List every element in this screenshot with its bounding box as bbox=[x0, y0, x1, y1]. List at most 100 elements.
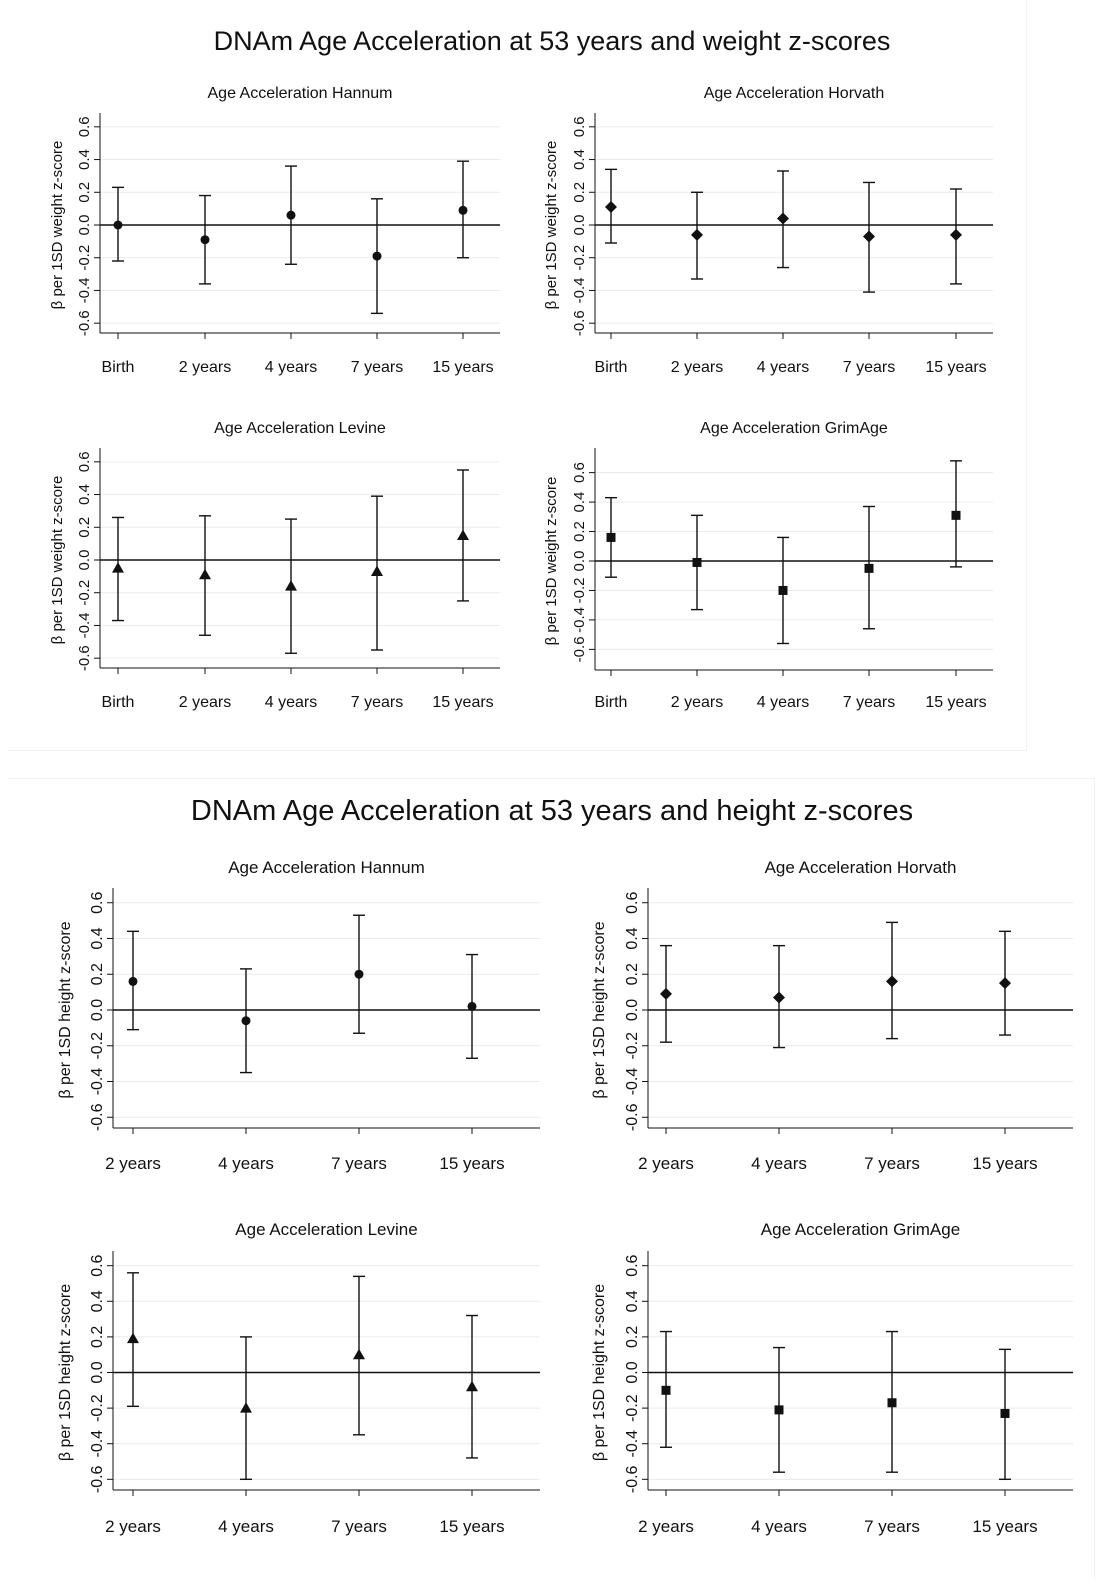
y-tick-label: 0.4 bbox=[76, 149, 93, 170]
x-tick-label: Birth bbox=[595, 694, 628, 711]
point-marker bbox=[863, 230, 875, 243]
chart-7: -0.6 -0.4 -0.2 0.0 0.2 0.4 0.6 2 years 4 years 7 … bbox=[57, 1220, 540, 1536]
point-marker bbox=[773, 991, 785, 1004]
y-tick-label: -0.2 bbox=[76, 580, 93, 606]
y-tick-label: 0.6 bbox=[76, 116, 93, 137]
point-marker bbox=[371, 565, 383, 576]
point-marker bbox=[774, 1405, 784, 1415]
y-tick-label: -0.6 bbox=[89, 1103, 106, 1131]
point-marker bbox=[661, 1385, 671, 1395]
y-tick-label: -0.4 bbox=[624, 1430, 641, 1458]
point-marker bbox=[692, 557, 702, 567]
x-tick-label: 15 years bbox=[432, 359, 493, 376]
x-tick-label: 2 years bbox=[179, 359, 231, 376]
y-tick-label: 0.2 bbox=[89, 963, 106, 985]
point-marker bbox=[199, 568, 211, 580]
point-marker bbox=[286, 210, 296, 220]
y-tick-label: 0.2 bbox=[571, 182, 588, 203]
x-tick-label: 2 years bbox=[105, 1517, 161, 1536]
point-marker bbox=[128, 976, 138, 986]
point-marker bbox=[951, 510, 961, 520]
y-tick-label: -0.4 bbox=[571, 278, 588, 304]
chart-title: Age Acceleration Horvath bbox=[765, 858, 957, 877]
y-axis-label: β per 1SD height z-score bbox=[57, 1284, 74, 1461]
x-tick-label: 7 years bbox=[331, 1517, 387, 1536]
y-tick-label: 0.4 bbox=[76, 484, 93, 505]
point-marker bbox=[285, 580, 297, 591]
x-tick-label: 2 years bbox=[671, 694, 723, 711]
point-marker bbox=[113, 220, 123, 230]
y-tick-label: 0.6 bbox=[571, 116, 588, 137]
y-axis-label: β per 1SD weight z-score bbox=[543, 477, 560, 646]
point-marker bbox=[372, 251, 382, 261]
chart-1: -0.6 -0.4 -0.2 0.0 0.2 0.4 0.6 Birth 2 years 4 ye… bbox=[49, 85, 500, 376]
x-tick-label: 7 years bbox=[864, 1154, 920, 1173]
y-tick-label: 0.6 bbox=[76, 451, 93, 472]
point-marker bbox=[691, 228, 703, 241]
chart-title: Age Acceleration Horvath bbox=[704, 85, 885, 102]
point-marker bbox=[240, 1402, 252, 1413]
y-axis-label: β per 1SD weight z-score bbox=[49, 141, 66, 310]
chart-title: Age Acceleration GrimAge bbox=[700, 420, 888, 437]
y-tick-label: 0.2 bbox=[571, 521, 588, 542]
chart-title: Age Acceleration Levine bbox=[235, 1220, 417, 1239]
point-marker bbox=[200, 235, 210, 245]
point-marker bbox=[127, 1332, 139, 1344]
y-tick-label: -0.2 bbox=[624, 1032, 641, 1060]
y-tick-label: -0.4 bbox=[89, 1430, 106, 1458]
x-tick-label: 7 years bbox=[351, 359, 403, 376]
height-figure-title: DNAm Age Acceleration at 53 years and he… bbox=[190, 795, 914, 827]
y-tick-label: 0.2 bbox=[89, 1326, 106, 1348]
point-marker bbox=[777, 212, 789, 225]
x-tick-label: 4 years bbox=[757, 694, 809, 711]
x-tick-label: 15 years bbox=[432, 694, 493, 711]
x-tick-label: 7 years bbox=[843, 359, 895, 376]
y-tick-label: -0.2 bbox=[571, 245, 588, 271]
y-axis-label: β per 1SD weight z-score bbox=[49, 476, 66, 645]
x-tick-label: Birth bbox=[595, 359, 628, 376]
x-tick-label: 15 years bbox=[972, 1154, 1037, 1173]
y-tick-label: 0.0 bbox=[89, 999, 106, 1021]
x-tick-label: 2 years bbox=[638, 1154, 694, 1173]
y-tick-label: -0.4 bbox=[571, 607, 588, 633]
x-tick-label: Birth bbox=[102, 694, 135, 711]
chart-2: -0.6 -0.4 -0.2 0.0 0.2 0.4 0.6 Birth 2 years 4 ye… bbox=[543, 85, 993, 376]
weight-figure-title: DNAm Age Acceleration at 53 years and we… bbox=[213, 26, 891, 56]
y-tick-label: -0.2 bbox=[624, 1394, 641, 1422]
x-tick-label: 15 years bbox=[439, 1517, 504, 1536]
y-tick-label: 0.4 bbox=[571, 492, 588, 513]
y-tick-label: -0.6 bbox=[571, 636, 588, 662]
x-tick-label: 7 years bbox=[331, 1154, 387, 1173]
y-tick-label: -0.4 bbox=[76, 278, 93, 304]
y-tick-label: 0.0 bbox=[571, 551, 588, 572]
y-tick-label: -0.6 bbox=[76, 310, 93, 336]
chart-title: Age Acceleration Hannum bbox=[228, 858, 425, 877]
y-tick-label: -0.4 bbox=[76, 613, 93, 639]
height-figure-panel bbox=[8, 778, 1095, 1579]
x-tick-label: 7 years bbox=[351, 694, 403, 711]
y-tick-label: 0.2 bbox=[76, 517, 93, 538]
y-tick-label: 0.4 bbox=[624, 1290, 641, 1312]
y-tick-label: 0.2 bbox=[624, 963, 641, 985]
point-marker bbox=[112, 562, 124, 573]
x-tick-label: 2 years bbox=[671, 359, 723, 376]
point-marker bbox=[999, 977, 1011, 990]
y-tick-label: 0.0 bbox=[76, 215, 93, 236]
chart-title: Age Acceleration Levine bbox=[214, 420, 386, 437]
y-tick-label: -0.6 bbox=[89, 1465, 106, 1493]
y-tick-label: -0.2 bbox=[76, 245, 93, 271]
y-axis-label: β per 1SD height z-score bbox=[591, 921, 608, 1098]
x-tick-label: 15 years bbox=[925, 359, 986, 376]
y-tick-label: -0.6 bbox=[624, 1103, 641, 1131]
y-tick-label: 0.0 bbox=[89, 1361, 106, 1383]
y-tick-label: 0.6 bbox=[571, 462, 588, 483]
point-marker bbox=[1000, 1408, 1010, 1418]
y-tick-label: -0.6 bbox=[624, 1465, 641, 1493]
y-tick-label: -0.6 bbox=[571, 310, 588, 336]
y-tick-label: 0.6 bbox=[89, 1254, 106, 1276]
y-axis-label: β per 1SD height z-score bbox=[57, 921, 74, 1098]
y-tick-label: 0.4 bbox=[89, 1290, 106, 1312]
point-marker bbox=[354, 969, 364, 979]
chart-6: -0.6 -0.4 -0.2 0.0 0.2 0.4 0.6 2 years 4 years 7 … bbox=[591, 858, 1073, 1173]
